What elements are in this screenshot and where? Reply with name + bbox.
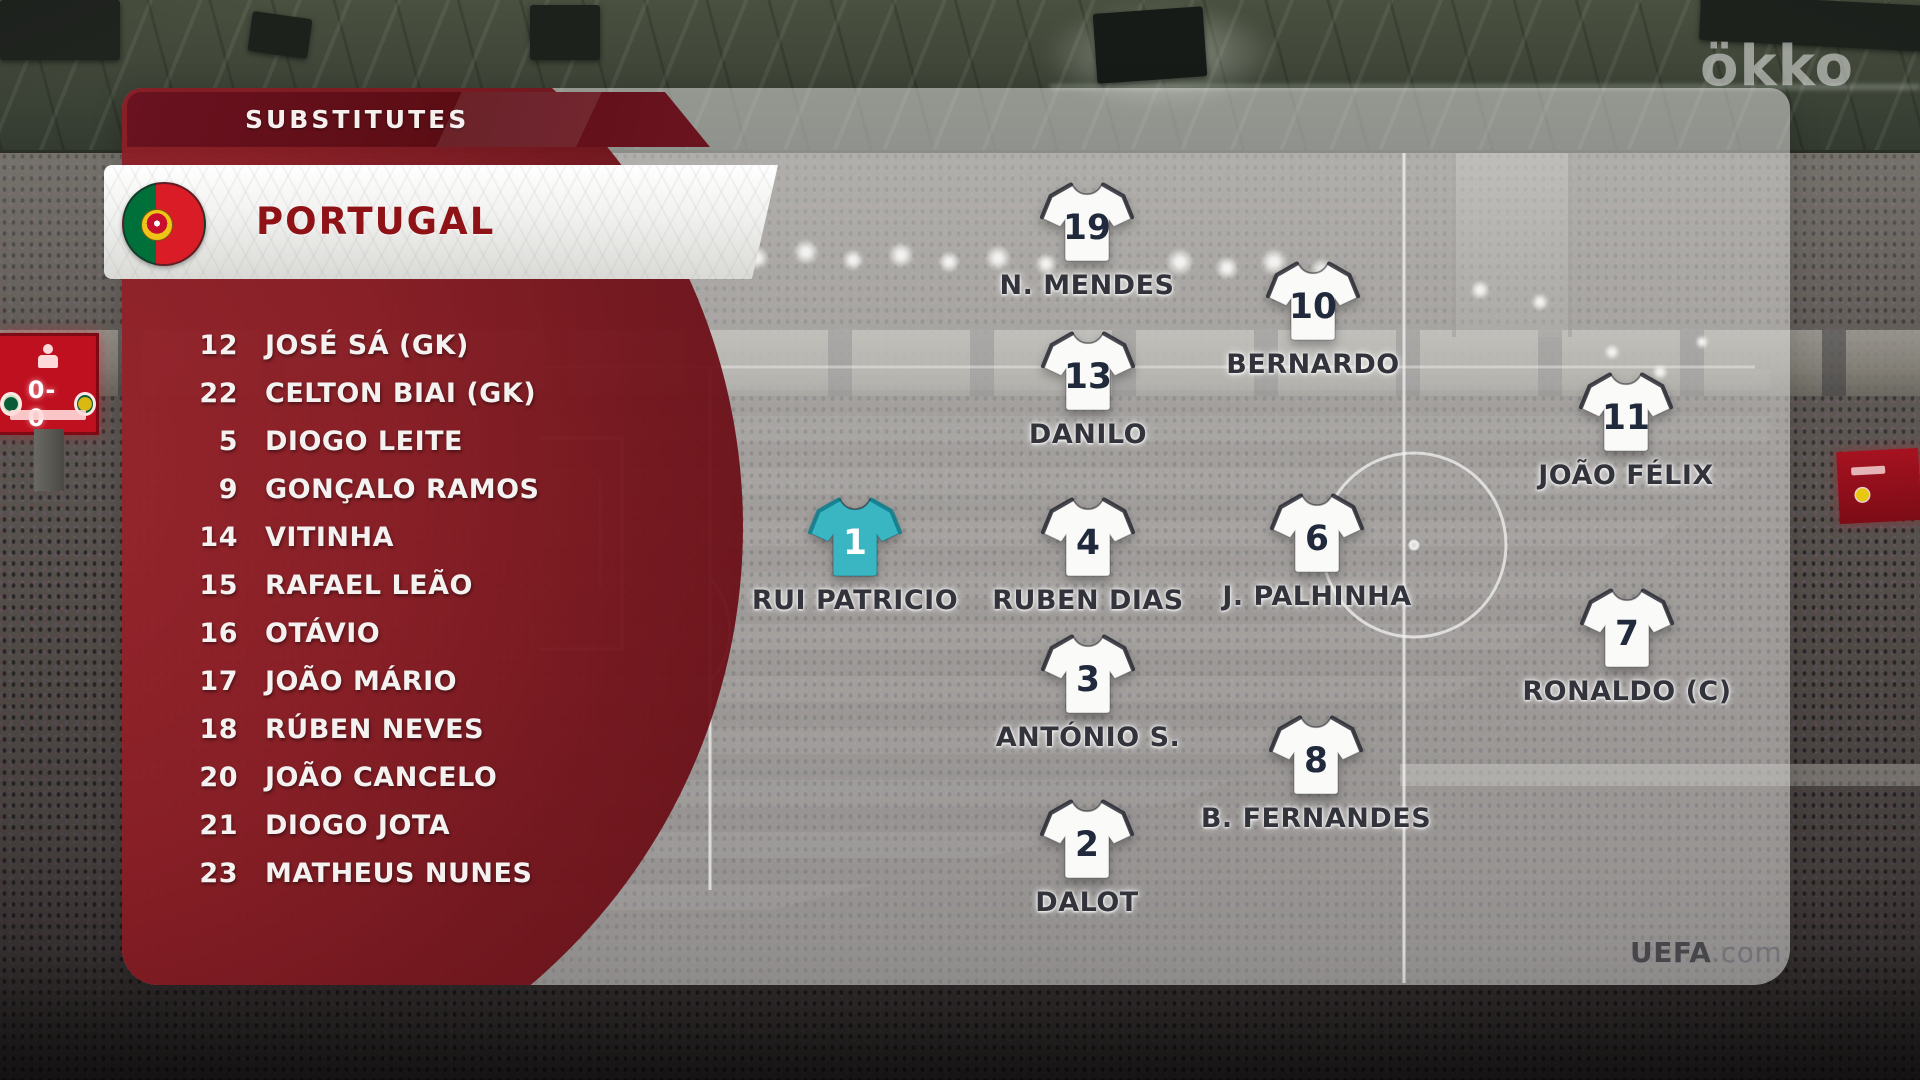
substitute-row: 12 JOSÉ SÁ (GK) — [176, 321, 636, 369]
substitute-row: 18 RÚBEN NEVES — [176, 705, 636, 753]
uefa-brand-text: UEFA — [1630, 936, 1712, 969]
player-marker: 2 DALOT — [947, 793, 1227, 918]
player-marker: 19 N. MENDES — [947, 176, 1227, 301]
player-marker: 13 DANILO — [948, 325, 1228, 450]
player-name: DALOT — [1035, 887, 1139, 918]
substitute-number: 9 — [218, 473, 238, 505]
jersey-icon: 7 — [1579, 588, 1675, 668]
player-marker: 4 RUBEN DIAS — [948, 491, 1228, 616]
substitute-name: VITINHA — [265, 521, 394, 553]
substitute-number: 15 — [199, 569, 238, 601]
substitute-name: JOSÉ SÁ (GK) — [265, 329, 469, 361]
team-banner: PORTUGAL — [104, 165, 778, 279]
uefa-domain-text: .com — [1711, 936, 1783, 969]
substitute-name: JOÃO CANCELO — [265, 761, 498, 793]
svg-text:8: 8 — [1304, 741, 1328, 781]
substitute-name: JOÃO MÁRIO — [265, 665, 458, 697]
substitute-name: RÚBEN NEVES — [265, 713, 485, 745]
svg-text:1: 1 — [843, 523, 867, 563]
player-marker: 3 ANTÓNIO S. — [948, 628, 1228, 753]
substitute-number: 14 — [199, 521, 238, 553]
player-marker: 11 JOÃO FÉLIX — [1486, 366, 1766, 491]
player-marker: 8 B. FERNANDES — [1176, 709, 1456, 834]
substitute-number: 23 — [199, 857, 238, 889]
substitute-name: MATHEUS NUNES — [265, 857, 533, 889]
jersey-icon: 4 — [1040, 497, 1136, 577]
substitute-row: 23 MATHEUS NUNES — [176, 849, 636, 897]
substitute-number: 18 — [199, 713, 238, 745]
substitute-number: 16 — [199, 617, 238, 649]
gk-jersey-icon: 1 — [807, 497, 903, 577]
substitute-number: 20 — [199, 761, 238, 793]
jersey-icon: 11 — [1578, 372, 1674, 452]
player-marker: 10 BERNARDO — [1173, 255, 1453, 380]
substitute-number: 17 — [199, 665, 238, 697]
player-name: BERNARDO — [1226, 349, 1400, 380]
player-name: N. MENDES — [999, 270, 1175, 301]
substitute-row: 9 GONÇALO RAMOS — [176, 465, 636, 513]
svg-text:13: 13 — [1064, 357, 1112, 397]
player-name: ANTÓNIO S. — [995, 722, 1181, 753]
jersey-icon: 8 — [1268, 715, 1364, 795]
substitute-name: OTÁVIO — [265, 617, 381, 649]
player-name: DANILO — [1028, 419, 1148, 450]
svg-text:19: 19 — [1063, 208, 1111, 248]
substitute-row: 16 OTÁVIO — [176, 609, 636, 657]
substitute-row: 5 DIOGO LEITE — [176, 417, 636, 465]
jersey-icon: 6 — [1269, 493, 1365, 573]
svg-text:7: 7 — [1615, 614, 1639, 654]
substitute-number: 12 — [199, 329, 238, 361]
substitute-name: CELTON BIAI (GK) — [265, 377, 537, 409]
player-name: J. PALHINHA — [1222, 581, 1412, 612]
player-name: RUI PATRICIO — [751, 585, 959, 616]
svg-text:6: 6 — [1305, 519, 1329, 559]
substitute-row: 20 JOÃO CANCELO — [176, 753, 636, 801]
svg-text:10: 10 — [1289, 287, 1337, 327]
okko-logo: ökko — [1700, 34, 1854, 99]
player-marker: 1 RUI PATRICIO — [715, 491, 995, 616]
substitute-number: 5 — [218, 425, 238, 457]
jersey-icon: 13 — [1040, 331, 1136, 411]
substitute-name: DIOGO JOTA — [265, 809, 451, 841]
player-name: RUBEN DIAS — [992, 585, 1184, 616]
substitute-row: 21 DIOGO JOTA — [176, 801, 636, 849]
jersey-icon: 2 — [1039, 799, 1135, 879]
svg-text:11: 11 — [1602, 398, 1650, 438]
jersey-icon: 19 — [1039, 182, 1135, 262]
uefa-logo: UEFA.com — [1630, 936, 1782, 969]
substitute-name: DIOGO LEITE — [265, 425, 463, 457]
portugal-flag-icon — [122, 182, 206, 266]
substitute-number: 22 — [199, 377, 238, 409]
player-name: RONALDO (C) — [1522, 676, 1732, 707]
jersey-icon: 10 — [1265, 261, 1361, 341]
substitute-row: 17 JOÃO MÁRIO — [176, 657, 636, 705]
substitute-row: 14 VITINHA — [176, 513, 636, 561]
substitutes-list: 12 JOSÉ SÁ (GK) 22 CELTON BIAI (GK) 5 DIOGO L… — [176, 321, 636, 897]
player-marker: 7 RONALDO (C) — [1487, 582, 1767, 707]
substitute-row: 22 CELTON BIAI (GK) — [176, 369, 636, 417]
player-name: B. FERNANDES — [1200, 803, 1432, 834]
svg-text:2: 2 — [1075, 825, 1099, 865]
substitutes-header: SUBSTITUTES — [127, 92, 710, 147]
substitute-number: 21 — [199, 809, 238, 841]
team-name: PORTUGAL — [256, 200, 496, 243]
player-name: JOÃO FÉLIX — [1538, 460, 1714, 491]
substitute-row: 15 RAFAEL LEÃO — [176, 561, 636, 609]
substitute-name: RAFAEL LEÃO — [265, 569, 473, 601]
jersey-icon: 3 — [1040, 634, 1136, 714]
svg-text:4: 4 — [1076, 523, 1100, 563]
player-marker: 6 J. PALHINHA — [1177, 487, 1457, 612]
svg-text:3: 3 — [1076, 660, 1100, 700]
substitute-name: GONÇALO RAMOS — [265, 473, 540, 505]
